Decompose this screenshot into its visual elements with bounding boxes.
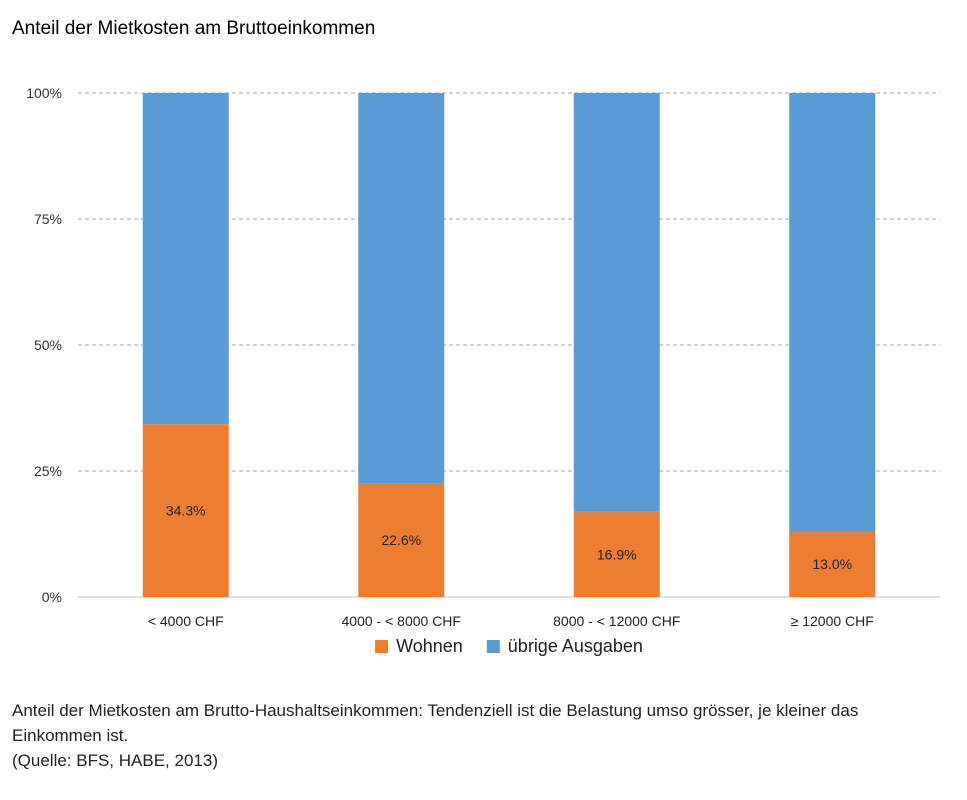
data-label: 16.9% <box>597 546 637 562</box>
y-tick-label: 75% <box>34 211 62 227</box>
caption-source: (Quelle: BFS, HABE, 2013) <box>12 751 218 770</box>
legend-label-wohnen: Wohnen <box>396 636 463 656</box>
data-label: 13.0% <box>812 556 852 572</box>
bar-wohnen <box>789 531 876 597</box>
figure-caption: Anteil der Mietkosten am Brutto-Haushalt… <box>12 698 942 773</box>
bar-uebrige-ausgaben <box>358 93 445 484</box>
data-label: 34.3% <box>166 503 206 519</box>
x-tick-label: 8000 - < 12000 CHF <box>553 613 680 629</box>
y-tick-label: 50% <box>34 337 62 353</box>
legend-swatch-uebrige-ausgaben <box>486 640 500 653</box>
data-label: 22.6% <box>381 532 421 548</box>
caption-text: Anteil der Mietkosten am Brutto-Haushalt… <box>12 701 859 745</box>
x-tick-label: 4000 - < 8000 CHF <box>342 613 461 629</box>
x-tick-label: ≥ 12000 CHF <box>791 613 874 629</box>
bar-uebrige-ausgaben <box>142 93 229 425</box>
bar-wohnen <box>573 511 660 597</box>
bar-wohnen <box>358 483 445 597</box>
y-tick-label: 100% <box>26 85 62 101</box>
bar-wohnen <box>142 424 229 597</box>
stacked-bar-chart: 0% 25% 50% 75% 100% 34.3% < 4000 CHF 22.6% 4000 … <box>26 85 940 656</box>
legend-label-uebrige-ausgaben: übrige Ausgaben <box>508 636 643 656</box>
chart-title: Anteil der Mietkosten am Bruttoeinkommen <box>12 18 376 39</box>
y-tick-label: 0% <box>42 589 62 605</box>
bar-uebrige-ausgaben <box>573 93 660 512</box>
x-tick-label: < 4000 CHF <box>148 613 224 629</box>
y-tick-label: 25% <box>34 463 62 479</box>
bar-uebrige-ausgaben <box>789 93 876 532</box>
legend-swatch-wohnen <box>375 640 389 653</box>
